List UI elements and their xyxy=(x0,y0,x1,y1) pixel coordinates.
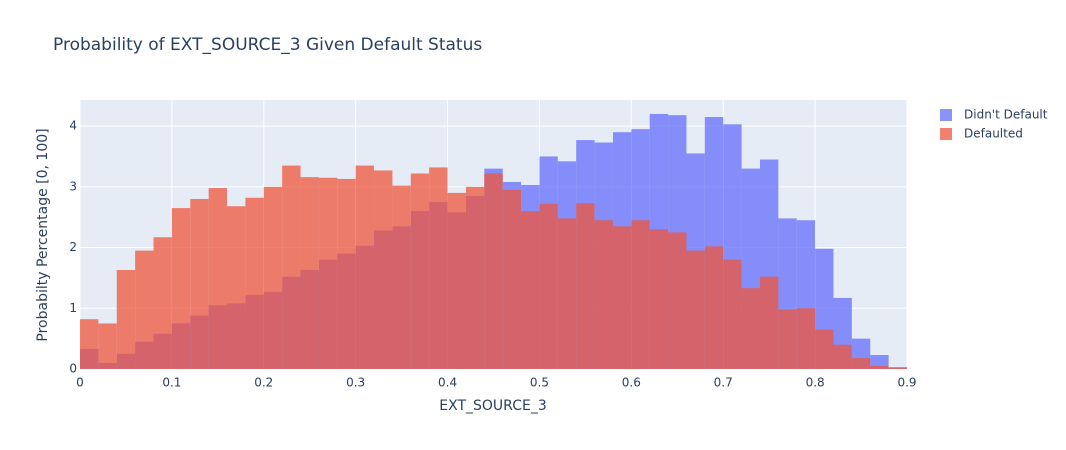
histogram-bar xyxy=(337,178,356,369)
histogram-bar xyxy=(888,367,907,369)
histogram-bar xyxy=(686,250,705,369)
histogram-bar xyxy=(649,229,669,369)
histogram-bar xyxy=(851,358,871,369)
histogram-bar xyxy=(171,208,191,369)
histogram-bar xyxy=(135,250,154,369)
x-tick-label: 0.4 xyxy=(438,376,457,390)
histogram-bar xyxy=(668,232,687,369)
x-tick-label: 0.3 xyxy=(346,376,365,390)
histogram-bar xyxy=(576,203,595,369)
histogram-bar xyxy=(392,185,411,369)
x-tick-label: 0.9 xyxy=(897,376,916,390)
x-tick-label: 0.7 xyxy=(714,376,733,390)
histogram-bar xyxy=(741,288,760,369)
histogram-bar xyxy=(282,165,301,369)
histogram-bar xyxy=(557,218,577,369)
legend-label: Didn't Default xyxy=(964,108,1048,122)
histogram-bar xyxy=(318,177,338,369)
histogram-bar xyxy=(539,203,558,369)
histogram-bar xyxy=(80,319,99,369)
histogram-bar xyxy=(355,165,375,369)
histogram-bar xyxy=(153,237,172,369)
legend-swatch xyxy=(940,109,952,121)
y-axis-title: Probabilty Percentage [0, 100] xyxy=(35,128,51,341)
x-tick-label: 0.2 xyxy=(254,376,273,390)
x-tick-label: 0.6 xyxy=(622,376,641,390)
histogram-bar xyxy=(704,246,724,369)
legend-label: Defaulted xyxy=(964,127,1023,141)
histogram-bar xyxy=(208,188,228,369)
y-tick-label: 4 xyxy=(69,119,77,133)
histogram-bar xyxy=(300,177,319,369)
histogram-bar xyxy=(245,197,264,369)
histogram-bar xyxy=(429,167,448,369)
histogram-bar xyxy=(374,170,393,369)
histogram-bar xyxy=(484,173,503,369)
y-tick-label: 3 xyxy=(69,179,77,193)
histogram-bar xyxy=(796,308,816,369)
histogram-bar xyxy=(778,309,797,369)
y-tick-label: 0 xyxy=(69,362,77,376)
legend-swatch xyxy=(940,128,952,140)
histogram-bar xyxy=(502,189,522,369)
x-tick-label: 0.8 xyxy=(806,376,825,390)
x-axis-title: EXT_SOURCE_3 xyxy=(439,398,546,414)
chart-title: Probability of EXT_SOURCE_3 Given Defaul… xyxy=(53,35,482,55)
histogram-bar xyxy=(833,344,852,369)
histogram-bar xyxy=(594,220,613,369)
histogram-bar xyxy=(631,220,650,369)
histogram-bar xyxy=(116,270,136,369)
histogram-bar xyxy=(410,173,430,369)
histogram-bar xyxy=(98,323,117,369)
x-tick-label: 0.1 xyxy=(162,376,181,390)
histogram-bar xyxy=(521,211,540,369)
histogram-bar xyxy=(870,365,889,369)
histogram-bar xyxy=(227,206,246,369)
histogram-bar xyxy=(612,226,632,369)
x-tick-label: 0 xyxy=(76,376,84,390)
x-tick-label: 0.5 xyxy=(530,376,549,390)
histogram-bar xyxy=(723,259,742,369)
y-tick-label: 1 xyxy=(69,301,77,315)
histogram-bar xyxy=(815,329,834,369)
histogram-bar xyxy=(759,276,779,369)
histogram-bar xyxy=(447,192,466,369)
histogram-bar xyxy=(465,186,485,369)
y-tick-label: 2 xyxy=(69,240,77,254)
histogram-bar xyxy=(190,198,209,369)
histogram-bar xyxy=(263,186,283,369)
histogram-bar xyxy=(870,355,889,369)
